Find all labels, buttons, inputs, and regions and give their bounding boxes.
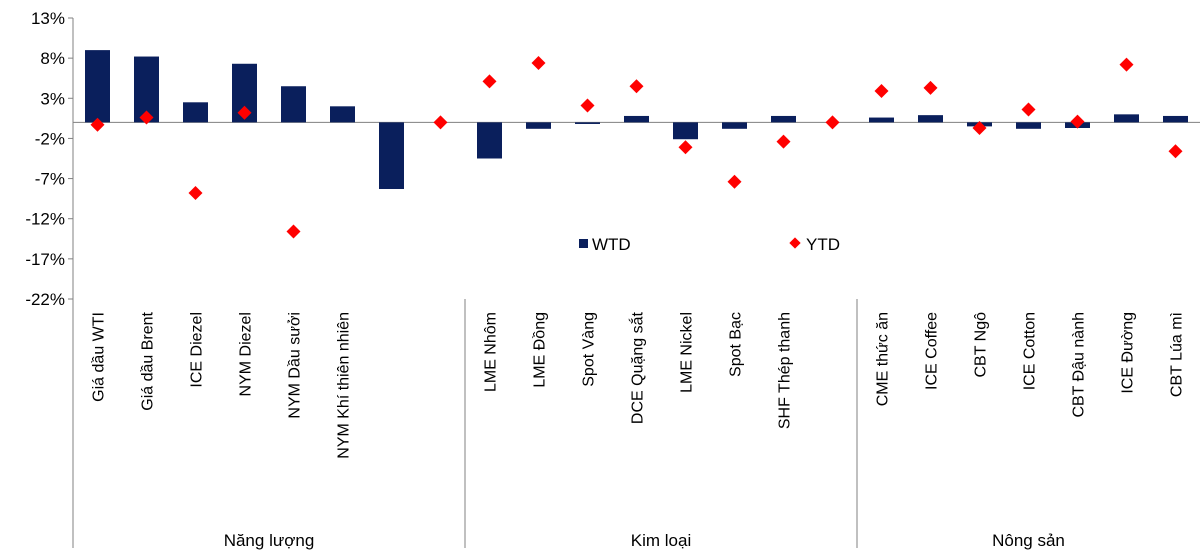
ytd-point	[433, 115, 448, 130]
legend-wtd-label: WTD	[592, 235, 631, 254]
wtd-bar	[673, 122, 698, 140]
ytd-points	[90, 55, 1183, 239]
category-label: CBT Đậu nành	[1071, 312, 1088, 418]
ytd-point	[237, 105, 252, 120]
ytd-point	[629, 79, 644, 94]
wtd-bar	[477, 122, 502, 159]
wtd-bar	[85, 50, 110, 123]
y-tick-label: -17%	[25, 250, 65, 269]
group-label: Năng lượng	[224, 531, 315, 550]
wtd-bar	[330, 106, 355, 123]
ytd-point	[286, 224, 301, 239]
wtd-bar	[575, 122, 600, 124]
legend-ytd-label: YTD	[806, 235, 840, 254]
ytd-point	[678, 140, 693, 155]
axes: 13% 8% 3% -2% -7% -12% -17% -22% Năng lượng Kim l…	[25, 9, 1200, 550]
category-label: LME Đồng	[532, 312, 549, 388]
legend: WTD YTD	[579, 235, 840, 254]
ytd-point	[90, 117, 105, 132]
ytd-point	[825, 115, 840, 130]
category-label: CBT Ngô	[973, 312, 990, 378]
category-labels: Giá dầu WTI Giá dầu Brent ICE Diezel NYM Di…	[91, 311, 1186, 458]
category-label: ICE Diezel	[189, 312, 206, 388]
wtd-bar	[1114, 114, 1139, 123]
ytd-point	[874, 84, 889, 99]
category-label: Giá dầu Brent	[140, 311, 157, 410]
wtd-bar	[281, 86, 306, 123]
ytd-point	[923, 80, 938, 95]
y-tick-label: -12%	[25, 210, 65, 229]
wtd-bar	[869, 117, 894, 123]
group-label: Kim loại	[631, 531, 691, 550]
category-label: Giá dầu WTI	[91, 312, 108, 402]
category-label: CME thức ăn	[875, 312, 892, 406]
wtd-bar	[624, 115, 649, 123]
wtd-bar	[1163, 115, 1188, 123]
legend-wtd-swatch	[579, 239, 588, 248]
wtd-bar	[771, 115, 796, 123]
ytd-point	[1168, 144, 1183, 159]
category-label: NYM Diezel	[238, 312, 255, 396]
category-label: ICE Cotton	[1022, 312, 1039, 390]
ytd-point	[580, 98, 595, 113]
ytd-point	[531, 55, 546, 70]
category-label: SHF Thép thanh	[777, 312, 794, 429]
y-tick-label: -2%	[35, 129, 65, 148]
wtd-bar	[1016, 122, 1041, 129]
category-label: LME Nhôm	[483, 312, 500, 392]
ytd-point	[482, 74, 497, 89]
ytd-point	[776, 134, 791, 149]
ytd-point	[139, 110, 154, 125]
category-label: ICE Coffee	[924, 312, 941, 390]
y-tick-label: -7%	[35, 170, 65, 189]
ytd-point	[727, 174, 742, 189]
ytd-point	[1119, 57, 1134, 72]
ytd-point	[1070, 114, 1085, 129]
wtd-bar	[379, 122, 404, 190]
wtd-bar	[722, 122, 747, 129]
category-label: ICE Đường	[1120, 312, 1137, 394]
ytd-point	[972, 120, 987, 135]
wtd-bars	[85, 50, 1188, 190]
y-tick-label: 13%	[31, 9, 65, 28]
category-label: NYM Dầu sưởi	[287, 312, 304, 419]
y-tick-label: 3%	[40, 89, 65, 108]
ytd-point	[1021, 102, 1036, 117]
ytd-point	[188, 186, 203, 201]
category-label: CBT Lúa mì	[1169, 312, 1186, 397]
category-label: LME Nickel	[679, 312, 696, 393]
legend-ytd-swatch	[789, 237, 801, 249]
wtd-bar	[183, 102, 208, 123]
group-label: Nông sản	[992, 531, 1065, 550]
category-label: NYM Khí thiên nhiên	[336, 312, 353, 459]
category-label: Spot Bạc	[728, 312, 745, 377]
wtd-bar	[918, 115, 943, 123]
wtd-bar	[526, 122, 551, 129]
y-tick-label: -22%	[25, 290, 65, 309]
category-label: Spot Vàng	[581, 312, 598, 387]
category-label: DCE Quặng sắt	[628, 311, 647, 424]
y-tick-label: 8%	[40, 49, 65, 68]
